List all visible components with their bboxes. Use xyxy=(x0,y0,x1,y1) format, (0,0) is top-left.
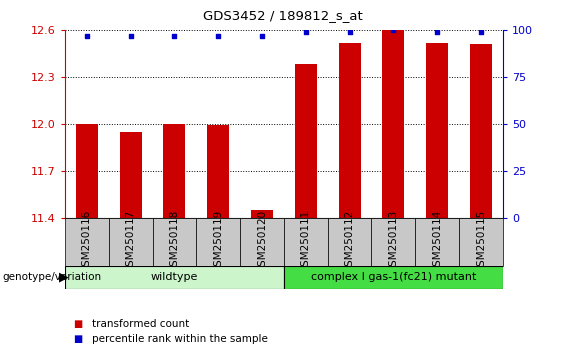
Point xyxy=(170,33,179,39)
Text: ■: ■ xyxy=(73,319,82,329)
Bar xyxy=(459,218,503,266)
Bar xyxy=(383,30,405,218)
Text: GSM250113: GSM250113 xyxy=(388,210,398,273)
Point xyxy=(82,33,92,39)
Bar xyxy=(240,218,284,266)
Bar xyxy=(153,218,197,266)
Text: GSM250119: GSM250119 xyxy=(213,210,223,273)
Bar xyxy=(207,125,229,218)
Text: GSM250115: GSM250115 xyxy=(476,210,486,273)
Point xyxy=(214,33,223,39)
Text: genotype/variation: genotype/variation xyxy=(3,272,102,282)
Text: ▶: ▶ xyxy=(59,270,68,283)
Bar xyxy=(108,218,153,266)
Point xyxy=(345,29,354,35)
Bar xyxy=(284,218,328,266)
Bar xyxy=(163,124,185,218)
Bar xyxy=(415,218,459,266)
Bar xyxy=(120,132,142,218)
Bar xyxy=(76,124,98,218)
Bar xyxy=(197,218,240,266)
Text: GSM250114: GSM250114 xyxy=(432,210,442,273)
Text: ■: ■ xyxy=(73,334,82,344)
Point xyxy=(433,29,442,35)
Text: GSM250120: GSM250120 xyxy=(257,210,267,273)
Bar xyxy=(251,210,273,218)
Bar xyxy=(328,218,372,266)
Point xyxy=(476,29,485,35)
Point xyxy=(301,29,310,35)
Text: wildtype: wildtype xyxy=(151,272,198,282)
Bar xyxy=(372,218,415,266)
Bar xyxy=(65,218,109,266)
Text: percentile rank within the sample: percentile rank within the sample xyxy=(92,334,267,344)
Point xyxy=(389,27,398,33)
Text: GSM250111: GSM250111 xyxy=(301,210,311,273)
Point xyxy=(258,33,267,39)
Text: GSM250112: GSM250112 xyxy=(345,210,355,273)
Bar xyxy=(338,42,360,218)
Bar xyxy=(284,266,503,289)
Text: transformed count: transformed count xyxy=(92,319,189,329)
Text: GSM250116: GSM250116 xyxy=(82,210,92,273)
Bar xyxy=(426,42,448,218)
Text: GSM250117: GSM250117 xyxy=(125,210,136,273)
Text: GSM250118: GSM250118 xyxy=(170,210,180,273)
Text: GDS3452 / 189812_s_at: GDS3452 / 189812_s_at xyxy=(203,9,362,22)
Bar xyxy=(470,44,492,218)
Point xyxy=(126,33,135,39)
Bar xyxy=(65,266,284,289)
Text: complex I gas-1(fc21) mutant: complex I gas-1(fc21) mutant xyxy=(311,272,476,282)
Bar xyxy=(295,64,317,218)
